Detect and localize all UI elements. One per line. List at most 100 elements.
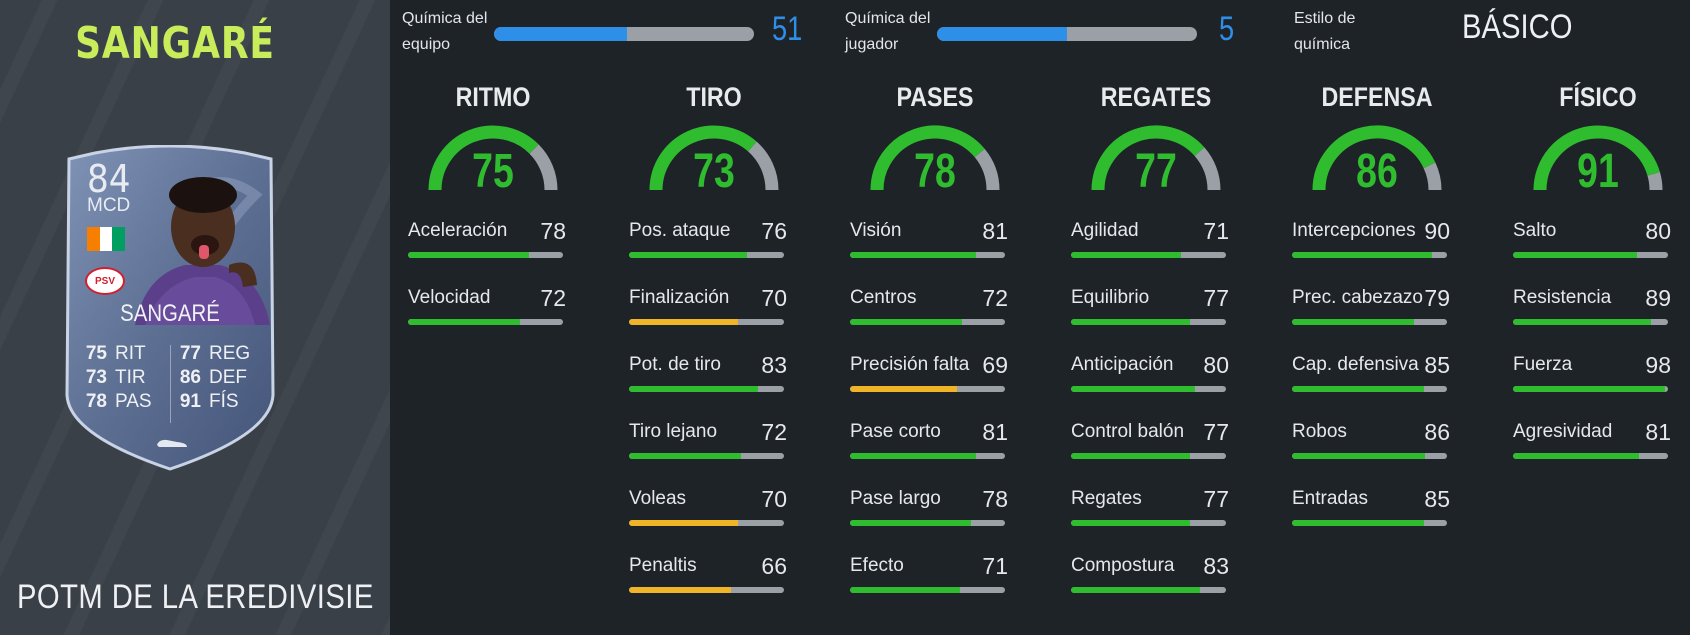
stat-row[interactable]: Regates 77	[1071, 486, 1241, 555]
category-gauge: 78	[850, 122, 1020, 214]
player-card[interactable]: 84 MCD PSV SANGARÉ 75 RIT 77 REG 73 TIR 86 D…	[55, 145, 285, 475]
stat-label: Cap. defensiva	[1292, 354, 1419, 375]
stat-row[interactable]: Efecto 71	[850, 553, 1020, 622]
stat-row[interactable]: Precisión falta 69	[850, 352, 1020, 421]
card-stat: 75 RIT	[85, 343, 146, 364]
stat-bar-fill	[1292, 319, 1415, 325]
stat-value: 79	[1424, 285, 1450, 311]
stat-bar-fill	[1513, 386, 1665, 392]
stat-bar-fill	[1513, 453, 1639, 459]
stat-label: Tiro lejano	[629, 421, 718, 442]
stat-bar	[1513, 386, 1668, 392]
stat-bar	[1513, 319, 1668, 325]
stat-value: 81	[1645, 419, 1671, 445]
player-chemistry-bar	[937, 27, 1197, 41]
stat-row[interactable]: Visión 81	[850, 218, 1020, 287]
stat-row[interactable]: Pase largo 78	[850, 486, 1020, 555]
stat-label: Salto	[1513, 220, 1557, 241]
stat-label: Pase largo	[850, 488, 941, 509]
stat-row[interactable]: Aceleración 78	[408, 218, 578, 287]
stat-row[interactable]: Robos 86	[1292, 419, 1462, 488]
chemistry-style-value[interactable]: BÁSICO	[1462, 8, 1573, 46]
stat-row[interactable]: Pos. ataque 76	[629, 218, 799, 287]
category-gauge: 91	[1513, 122, 1683, 214]
gauge-arc	[1312, 125, 1442, 191]
boot-icon	[157, 439, 187, 447]
stat-bar-fill	[850, 319, 962, 325]
stat-bar-fill	[1071, 252, 1182, 258]
stat-row[interactable]: Prec. cabezazo 79	[1292, 285, 1462, 354]
stat-label: Finalización	[629, 287, 730, 308]
stat-row[interactable]: Fuerza 98	[1513, 352, 1683, 421]
stat-label: Fuerza	[1513, 354, 1573, 375]
stat-row[interactable]: Pot. de tiro 83	[629, 352, 799, 421]
stat-label: Anticipación	[1071, 354, 1174, 375]
stat-bar	[1513, 453, 1668, 459]
stat-bar	[629, 319, 784, 325]
stat-row[interactable]: Resistencia 89	[1513, 285, 1683, 354]
stat-row[interactable]: Anticipación 80	[1071, 352, 1241, 421]
stat-label: Visión	[850, 220, 902, 241]
gauge-track	[529, 144, 558, 191]
stat-value: 72	[982, 285, 1008, 311]
stat-bar	[1292, 386, 1447, 392]
stat-bar-fill	[850, 520, 971, 526]
stat-row[interactable]: Tiro lejano 72	[629, 419, 799, 488]
gauge-track	[747, 141, 779, 191]
stat-row[interactable]: Finalización 70	[629, 285, 799, 354]
stat-label: Compostura	[1071, 555, 1175, 576]
stat-value: 78	[982, 486, 1008, 512]
stat-bar-fill	[1292, 252, 1432, 258]
stat-row[interactable]: Equilibrio 77	[1071, 285, 1241, 354]
category-value: 78	[914, 145, 956, 198]
team-chemistry-bar	[494, 27, 754, 41]
stat-label: Pot. de tiro	[629, 354, 721, 375]
stat-bar-fill	[408, 252, 529, 258]
stat-bar-fill	[629, 453, 741, 459]
stat-label: Regates	[1071, 488, 1142, 509]
player-panel: SANGARÉ 84 M	[0, 0, 390, 635]
player-chemistry-value: 5	[1219, 10, 1235, 48]
stat-bar	[1513, 252, 1668, 258]
gauge-fill	[870, 125, 985, 191]
stat-bar	[629, 453, 784, 459]
stat-row[interactable]: Salto 80	[1513, 218, 1683, 287]
gauge-fill	[1312, 125, 1436, 191]
stat-row[interactable]: Penaltis 66	[629, 553, 799, 622]
category-title: RITMO	[455, 82, 531, 112]
stat-row[interactable]: Cap. defensiva 85	[1292, 352, 1462, 421]
stat-bar	[629, 252, 784, 258]
stat-row[interactable]: Centros 72	[850, 285, 1020, 354]
stat-row[interactable]: Entradas 85	[1292, 486, 1462, 555]
stat-list: Intercepciones 90 Prec. cabezazo 79 Cap. def…	[1292, 218, 1462, 555]
stat-bar	[850, 520, 1005, 526]
stat-row[interactable]: Compostura 83	[1071, 553, 1241, 622]
stat-row[interactable]: Agilidad 71	[1071, 218, 1241, 287]
stat-bar-fill	[1513, 319, 1651, 325]
category-title: FÍSICO	[1559, 82, 1637, 112]
gauge-track	[1194, 147, 1221, 191]
player-chemistry-label: Química del jugador	[845, 10, 931, 53]
gauge-track	[1423, 162, 1442, 191]
stat-label: Penaltis	[629, 555, 697, 576]
stat-label: Voleas	[629, 488, 687, 509]
stat-bar	[850, 453, 1005, 459]
stat-label: Pase corto	[850, 421, 941, 442]
stat-list: Pos. ataque 76 Finalización 70 Pot. de tiro 8…	[629, 218, 799, 622]
flag-icon	[87, 227, 126, 251]
stat-row[interactable]: Pase corto 81	[850, 419, 1020, 488]
gauge-fill	[1091, 125, 1205, 191]
gauge-arc	[649, 125, 779, 191]
stat-bar-fill	[1292, 386, 1424, 392]
stat-value: 66	[761, 553, 787, 579]
stat-row[interactable]: Voleas 70	[629, 486, 799, 555]
category-value: 75	[472, 145, 514, 198]
stat-value: 71	[1203, 218, 1229, 244]
stat-label: Aceleración	[408, 220, 508, 241]
stat-row[interactable]: Agresividad 81	[1513, 419, 1683, 488]
card-stat: 86 DEF	[179, 367, 247, 388]
category-title: PASES	[896, 82, 974, 112]
stat-row[interactable]: Intercepciones 90	[1292, 218, 1462, 287]
stat-row[interactable]: Control balón 77	[1071, 419, 1241, 488]
stat-row[interactable]: Velocidad 72	[408, 285, 578, 354]
